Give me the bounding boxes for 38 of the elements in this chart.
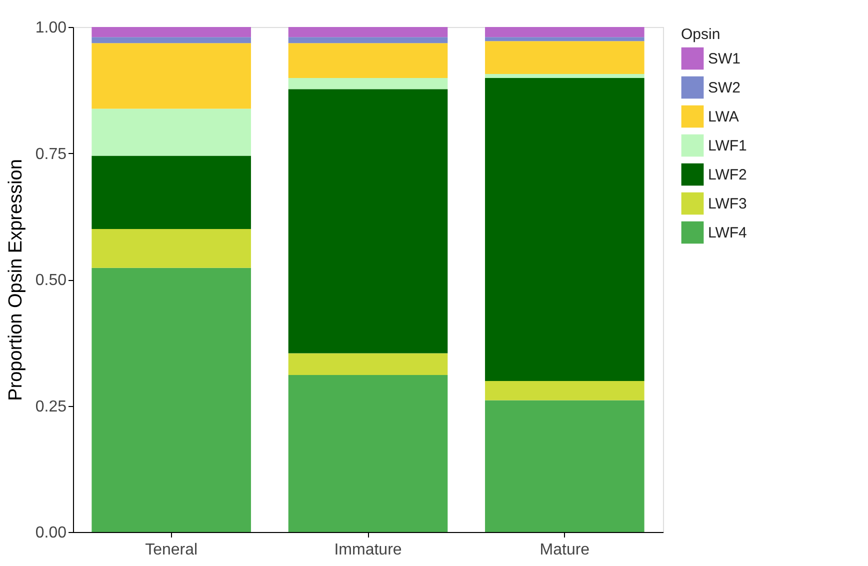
bar [485, 41, 644, 74]
y-axis-title: Proportion Opsin Expression [5, 159, 26, 401]
legend-label: LWF1 [708, 138, 747, 154]
bar [485, 400, 644, 532]
bar [485, 27, 644, 38]
bar [92, 268, 251, 532]
y-tick-label: 0.50 [35, 272, 67, 289]
y-tick-label: 0.25 [35, 398, 67, 416]
bar [288, 78, 448, 90]
bar [92, 37, 251, 44]
x-tick-label: Immature [334, 542, 402, 558]
legend-title: Opsin [681, 26, 720, 43]
legend-label: LWF2 [708, 166, 747, 184]
y-tick-label: 1.00 [35, 20, 67, 36]
legend-label: SW1 [708, 50, 741, 68]
legend-label: LWA [708, 108, 739, 126]
bar [288, 43, 448, 78]
bar [288, 37, 448, 44]
bar [92, 43, 251, 109]
bar [485, 74, 644, 78]
bar [288, 353, 448, 375]
bar [92, 229, 251, 268]
bar [92, 27, 251, 38]
bar [288, 27, 448, 38]
legend-label: LWF4 [708, 224, 747, 242]
bar [485, 78, 644, 382]
legend-label: LWF3 [708, 196, 747, 212]
y-tick-label: 0.00 [35, 524, 67, 542]
legend-label: SW2 [708, 80, 741, 96]
y-tick-label: 0.75 [35, 146, 67, 163]
bar [288, 89, 448, 354]
bar [288, 374, 448, 532]
bar [485, 37, 644, 42]
bar [485, 381, 644, 400]
bar [92, 108, 251, 156]
x-tick-label: Mature [540, 542, 590, 558]
x-tick-label: Teneral [145, 542, 198, 558]
bar [92, 156, 251, 229]
